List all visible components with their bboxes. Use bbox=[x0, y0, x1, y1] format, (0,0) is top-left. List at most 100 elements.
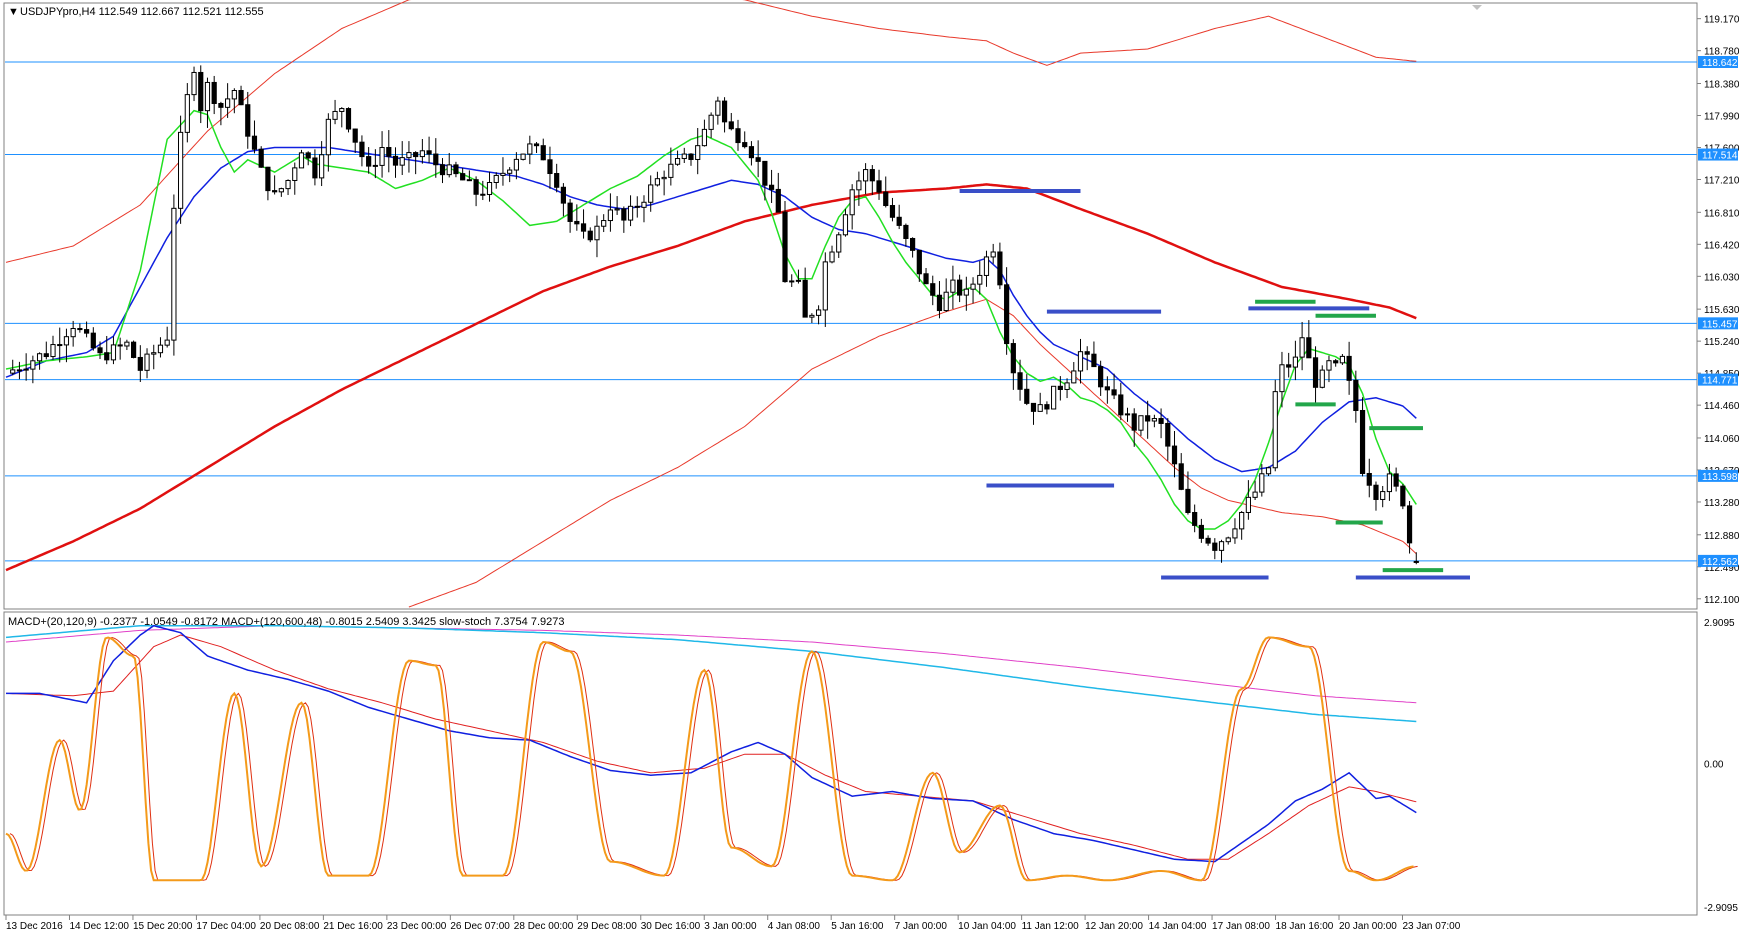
candle[interactable] bbox=[883, 176, 889, 208]
candle[interactable] bbox=[1232, 518, 1238, 544]
candle[interactable] bbox=[366, 147, 372, 174]
candle[interactable] bbox=[399, 141, 405, 175]
candle[interactable] bbox=[1118, 382, 1124, 421]
candle[interactable] bbox=[721, 97, 728, 133]
candle[interactable] bbox=[1272, 379, 1278, 472]
candle[interactable] bbox=[1353, 370, 1359, 423]
candle[interactable] bbox=[869, 165, 875, 195]
candle[interactable] bbox=[352, 128, 358, 154]
shift-marker-icon[interactable] bbox=[1472, 5, 1482, 10]
candle[interactable] bbox=[1138, 415, 1144, 436]
candle[interactable] bbox=[1057, 376, 1063, 401]
candle[interactable] bbox=[171, 194, 177, 356]
candle[interactable] bbox=[1051, 385, 1057, 410]
candle[interactable] bbox=[1104, 376, 1110, 404]
candle[interactable] bbox=[990, 243, 996, 264]
candle[interactable] bbox=[251, 120, 258, 154]
candle[interactable] bbox=[191, 66, 197, 102]
candle[interactable] bbox=[688, 153, 694, 166]
candle[interactable] bbox=[1178, 453, 1184, 491]
candle[interactable] bbox=[1312, 346, 1319, 405]
candle[interactable] bbox=[1326, 355, 1332, 383]
candle[interactable] bbox=[957, 274, 963, 303]
candle[interactable] bbox=[627, 195, 634, 227]
candle[interactable] bbox=[63, 328, 70, 363]
candle[interactable] bbox=[36, 352, 43, 370]
candle[interactable] bbox=[842, 208, 849, 237]
candle[interactable] bbox=[681, 147, 687, 164]
candle[interactable] bbox=[90, 327, 96, 351]
candle[interactable] bbox=[789, 274, 795, 287]
candle[interactable] bbox=[728, 112, 734, 131]
candle[interactable] bbox=[16, 361, 23, 380]
candle[interactable] bbox=[554, 163, 560, 193]
candle[interactable] bbox=[1037, 392, 1043, 412]
candle[interactable] bbox=[896, 204, 902, 230]
candle[interactable] bbox=[782, 200, 788, 283]
candle[interactable] bbox=[708, 112, 714, 139]
candle[interactable] bbox=[695, 128, 701, 175]
candle[interactable] bbox=[641, 195, 647, 223]
candle[interactable] bbox=[359, 135, 365, 167]
candle[interactable] bbox=[829, 245, 835, 264]
candle[interactable] bbox=[768, 169, 775, 203]
candle[interactable] bbox=[446, 152, 452, 178]
candle[interactable] bbox=[1091, 341, 1097, 368]
candle[interactable] bbox=[547, 146, 553, 189]
candle[interactable] bbox=[533, 142, 540, 153]
candle[interactable] bbox=[1171, 431, 1178, 478]
candle[interactable] bbox=[574, 204, 580, 231]
candle[interactable] bbox=[856, 171, 862, 206]
candle[interactable] bbox=[748, 141, 755, 166]
candle[interactable] bbox=[1239, 511, 1245, 540]
candle[interactable] bbox=[184, 83, 190, 143]
candle[interactable] bbox=[943, 278, 949, 313]
candle[interactable] bbox=[1145, 400, 1151, 439]
candle[interactable] bbox=[1373, 481, 1379, 511]
candle[interactable] bbox=[735, 119, 741, 151]
candle[interactable] bbox=[1212, 538, 1218, 560]
candle[interactable] bbox=[1386, 463, 1393, 501]
candle[interactable] bbox=[104, 335, 110, 365]
candle[interactable] bbox=[218, 101, 224, 126]
candle[interactable] bbox=[601, 214, 607, 233]
candle[interactable] bbox=[923, 267, 929, 285]
candle[interactable] bbox=[439, 158, 446, 184]
candle[interactable] bbox=[493, 172, 499, 189]
candle[interactable] bbox=[815, 305, 822, 325]
candle[interactable] bbox=[755, 140, 761, 178]
candle[interactable] bbox=[1393, 467, 1399, 492]
candle[interactable] bbox=[117, 337, 123, 360]
candle[interactable] bbox=[473, 176, 479, 207]
candle[interactable] bbox=[507, 167, 513, 183]
candle[interactable] bbox=[668, 147, 674, 186]
candle[interactable] bbox=[1319, 365, 1325, 389]
candle[interactable] bbox=[57, 327, 63, 363]
candle[interactable] bbox=[1279, 351, 1285, 408]
candle[interactable] bbox=[231, 88, 237, 114]
candle[interactable] bbox=[211, 75, 217, 115]
candle[interactable] bbox=[453, 161, 459, 178]
candle[interactable] bbox=[580, 209, 587, 239]
candle[interactable] bbox=[278, 187, 284, 197]
candle[interactable] bbox=[654, 171, 661, 187]
candle[interactable] bbox=[634, 196, 640, 218]
candle[interactable] bbox=[225, 83, 231, 118]
candle[interactable] bbox=[1077, 338, 1084, 384]
candle[interactable] bbox=[1158, 408, 1164, 439]
candle[interactable] bbox=[1165, 418, 1171, 461]
candle[interactable] bbox=[1205, 535, 1211, 546]
candle[interactable] bbox=[339, 107, 345, 128]
candle[interactable] bbox=[265, 166, 271, 201]
candle[interactable] bbox=[674, 150, 681, 166]
candle[interactable] bbox=[1044, 401, 1050, 415]
candle[interactable] bbox=[520, 153, 526, 161]
candle[interactable] bbox=[930, 275, 936, 306]
candle[interactable] bbox=[1004, 267, 1010, 355]
candlesticks[interactable] bbox=[10, 65, 1419, 565]
candle[interactable] bbox=[1400, 484, 1406, 510]
candle[interactable] bbox=[1111, 373, 1117, 400]
drawn-zones[interactable] bbox=[959, 188, 1470, 580]
candle[interactable] bbox=[413, 151, 419, 175]
candle[interactable] bbox=[1064, 378, 1070, 399]
